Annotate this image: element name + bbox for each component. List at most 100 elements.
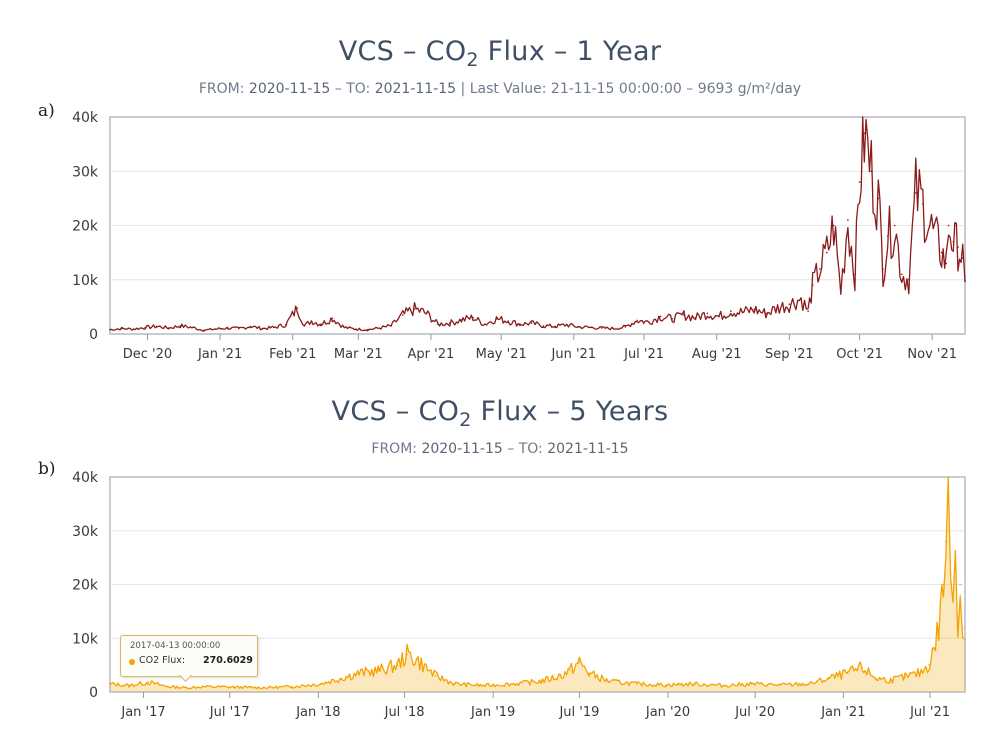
data-point bbox=[406, 653, 408, 656]
data-point bbox=[144, 326, 146, 329]
x-tick-label: Jan '20 bbox=[645, 705, 690, 720]
data-point bbox=[601, 327, 603, 329]
data-point bbox=[261, 327, 264, 330]
data-point bbox=[908, 279, 910, 281]
data-point bbox=[928, 664, 930, 666]
data-point bbox=[484, 323, 486, 326]
data-point bbox=[147, 681, 150, 684]
data-point bbox=[847, 219, 849, 221]
data-point bbox=[205, 685, 207, 688]
data-point bbox=[128, 684, 130, 687]
data-point bbox=[331, 317, 334, 320]
data-point bbox=[156, 325, 158, 328]
data-point bbox=[569, 669, 571, 672]
y-tick-label: 0 bbox=[89, 327, 98, 343]
area-chart-b: 0 10k 20k 30k 40k Jan '17 Jul '17 Jan '18 Jul '1… bbox=[72, 470, 966, 720]
data-point bbox=[612, 327, 615, 330]
x-tick-label: Jul '21 bbox=[623, 347, 664, 362]
x-tick-label: Jul '20 bbox=[734, 705, 775, 720]
data-point bbox=[320, 683, 322, 685]
data-point bbox=[339, 677, 341, 680]
data-point bbox=[238, 327, 240, 330]
chart-panel-a: VCS – CO2 Flux – 1 Year FROM: 2020‑11‑15… bbox=[38, 36, 966, 362]
x-tick-label: Jan '19 bbox=[470, 705, 515, 720]
data-point bbox=[788, 303, 791, 306]
data-point bbox=[947, 224, 950, 227]
x-tick-label: Jan '21 bbox=[197, 347, 242, 362]
data-point bbox=[779, 684, 782, 686]
data-point bbox=[542, 325, 545, 327]
data-point bbox=[753, 308, 755, 311]
data-point bbox=[933, 648, 935, 650]
data-point bbox=[664, 684, 667, 686]
data-point bbox=[659, 315, 662, 318]
data-point bbox=[800, 297, 802, 300]
x-tick-label: May '21 bbox=[476, 347, 527, 362]
data-point bbox=[875, 677, 878, 680]
data-point bbox=[249, 325, 252, 328]
data-point bbox=[530, 322, 533, 324]
data-point bbox=[167, 327, 170, 329]
data-point bbox=[918, 672, 921, 674]
data-point bbox=[893, 224, 896, 227]
data-point bbox=[957, 246, 959, 248]
data-point bbox=[120, 327, 123, 330]
data-point bbox=[882, 268, 884, 270]
y-tick-label: 10k bbox=[72, 631, 99, 647]
x-tick-label: Aug '21 bbox=[692, 347, 742, 362]
line-chart-a: 0 10k 20k 30k 40k Dec '20 Jan '21 Feb '21 Mar '2… bbox=[72, 110, 966, 362]
data-point bbox=[854, 273, 856, 276]
y-tick-label: 0 bbox=[89, 685, 98, 701]
data-point bbox=[819, 268, 821, 270]
data-point bbox=[706, 312, 709, 315]
data-point bbox=[233, 686, 236, 688]
data-point bbox=[954, 551, 957, 554]
data-point bbox=[964, 280, 966, 283]
data-point bbox=[945, 262, 948, 265]
data-point bbox=[434, 675, 437, 677]
y-tick-label: 40k bbox=[72, 110, 99, 126]
data-point bbox=[730, 310, 732, 313]
y-tick-label: 30k bbox=[72, 524, 99, 540]
data-point bbox=[460, 319, 463, 321]
x-tick-label: Mar '21 bbox=[334, 347, 383, 362]
data-point bbox=[495, 318, 498, 320]
data-point bbox=[425, 312, 428, 315]
data-point bbox=[947, 492, 949, 494]
data-point bbox=[636, 683, 638, 685]
tooltip-series-name: CO2 Flux: bbox=[139, 655, 186, 666]
y-tick-label: 20k bbox=[72, 219, 99, 235]
data-point bbox=[343, 326, 346, 329]
tooltip-date: 2017‑04‑13 00:00:00 bbox=[130, 641, 221, 651]
data-point bbox=[863, 132, 866, 135]
data-point bbox=[511, 683, 514, 685]
data-point bbox=[915, 192, 917, 194]
data-point bbox=[922, 203, 924, 205]
data-point bbox=[358, 672, 360, 674]
data-point bbox=[214, 328, 217, 330]
data-point bbox=[284, 324, 287, 326]
data-point bbox=[952, 594, 954, 597]
data-point bbox=[961, 257, 964, 259]
data-point bbox=[648, 321, 650, 323]
data-point bbox=[588, 672, 590, 674]
data-point bbox=[310, 320, 313, 322]
data-point bbox=[448, 322, 451, 324]
data-point bbox=[722, 684, 724, 687]
data-point bbox=[683, 314, 685, 316]
x-tick-label: Jul '17 bbox=[209, 705, 250, 720]
data-point bbox=[957, 616, 959, 618]
data-point bbox=[808, 683, 811, 685]
data-point bbox=[811, 284, 814, 287]
data-point bbox=[952, 241, 955, 243]
data-point bbox=[858, 181, 861, 183]
data-point bbox=[827, 677, 830, 680]
data-point bbox=[273, 326, 275, 329]
y-tick-label: 20k bbox=[72, 578, 99, 594]
data-point bbox=[320, 323, 322, 326]
panel-label-a: a) bbox=[38, 101, 55, 121]
data-point bbox=[554, 325, 556, 328]
data-point bbox=[402, 314, 404, 316]
data-point bbox=[226, 327, 228, 329]
data-point bbox=[202, 329, 205, 332]
